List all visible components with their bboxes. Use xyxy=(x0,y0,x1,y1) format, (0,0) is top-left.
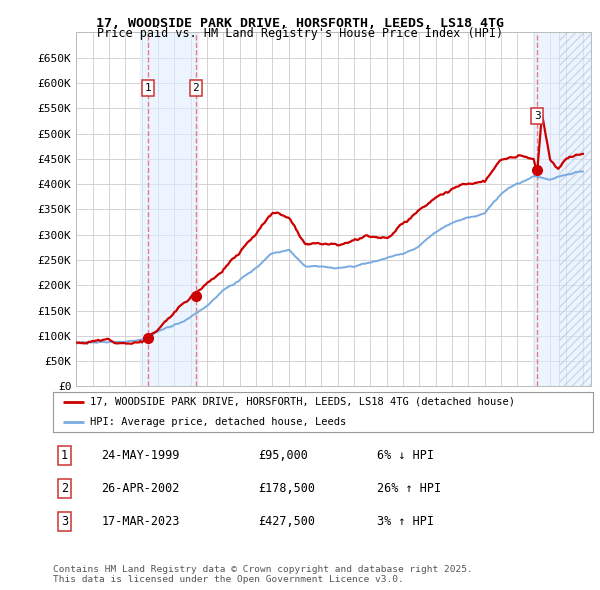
Bar xyxy=(533,32,591,386)
Text: 17, WOODSIDE PARK DRIVE, HORSFORTH, LEEDS, LS18 4TG (detached house): 17, WOODSIDE PARK DRIVE, HORSFORTH, LEED… xyxy=(89,397,515,407)
Text: Price paid vs. HM Land Registry's House Price Index (HPI): Price paid vs. HM Land Registry's House … xyxy=(97,27,503,40)
Text: £95,000: £95,000 xyxy=(258,448,308,462)
Text: Contains HM Land Registry data © Crown copyright and database right 2025.
This d: Contains HM Land Registry data © Crown c… xyxy=(53,565,473,584)
Text: £427,500: £427,500 xyxy=(258,514,315,528)
Text: 17, WOODSIDE PARK DRIVE, HORSFORTH, LEEDS, LS18 4TG: 17, WOODSIDE PARK DRIVE, HORSFORTH, LEED… xyxy=(96,17,504,30)
Text: 17-MAR-2023: 17-MAR-2023 xyxy=(101,514,180,528)
Text: 26-APR-2002: 26-APR-2002 xyxy=(101,481,180,495)
Text: 3% ↑ HPI: 3% ↑ HPI xyxy=(377,514,434,528)
Text: 6% ↓ HPI: 6% ↓ HPI xyxy=(377,448,434,462)
Bar xyxy=(140,32,198,386)
Text: £178,500: £178,500 xyxy=(258,481,315,495)
Text: 24-MAY-1999: 24-MAY-1999 xyxy=(101,448,180,462)
Text: 26% ↑ HPI: 26% ↑ HPI xyxy=(377,481,441,495)
Text: 2: 2 xyxy=(193,83,199,93)
Text: HPI: Average price, detached house, Leeds: HPI: Average price, detached house, Leed… xyxy=(89,417,346,427)
Text: 3: 3 xyxy=(61,514,68,528)
Text: 3: 3 xyxy=(534,111,541,121)
Bar xyxy=(559,32,591,386)
Text: 1: 1 xyxy=(61,448,68,462)
Text: 2: 2 xyxy=(61,481,68,495)
Text: 1: 1 xyxy=(145,83,151,93)
